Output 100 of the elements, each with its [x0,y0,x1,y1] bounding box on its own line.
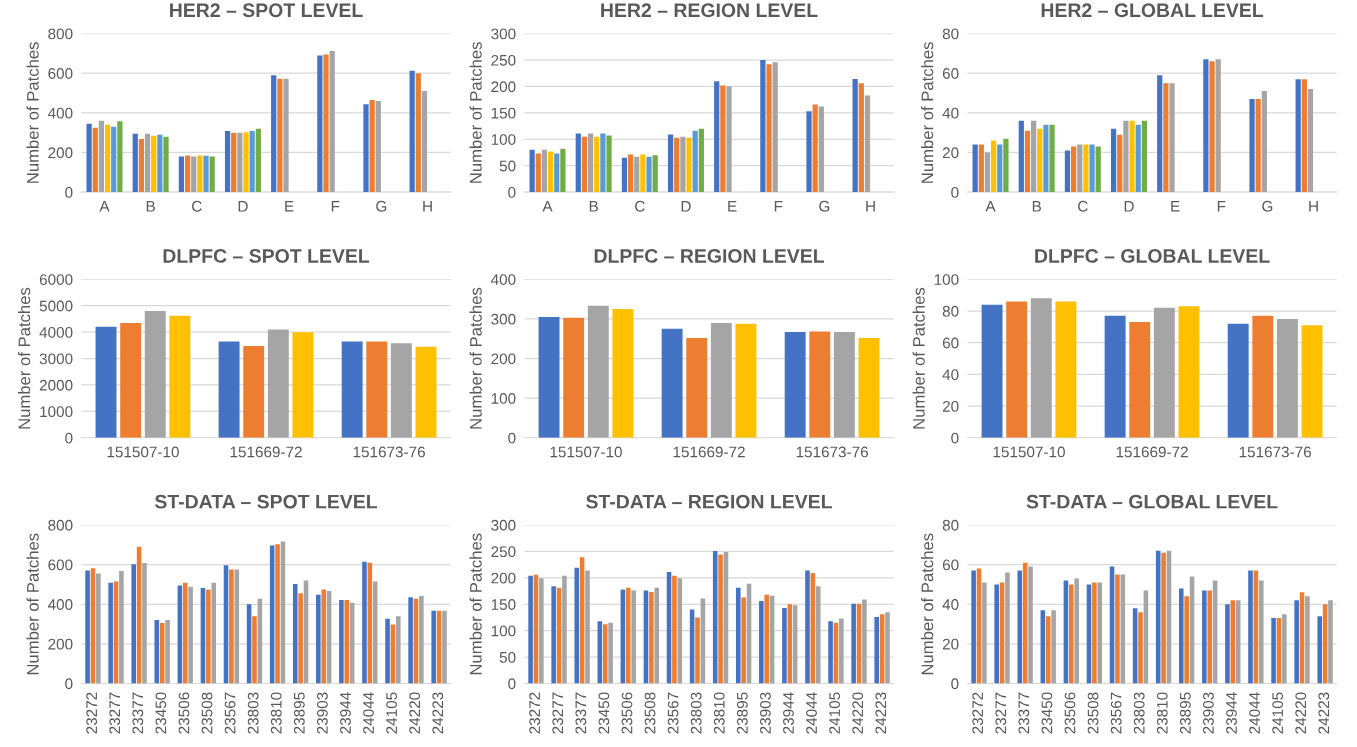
y-tick-label: 20 [942,400,959,412]
bar [1074,578,1079,684]
bar [119,570,124,684]
x-tick-label: B [589,201,598,212]
bar [560,148,566,193]
bar [994,584,999,684]
bar [369,99,375,193]
x-tick-label: 151507-10 [107,446,179,458]
bar [581,136,588,193]
bar [218,341,240,438]
bar [1252,315,1274,438]
bar [625,587,631,684]
bar [839,618,844,684]
bar [563,317,585,438]
bar [442,610,447,684]
bar [654,587,660,684]
x-tick-label: 23810 [713,692,725,734]
bar [104,124,111,193]
x-tick-label: G [819,200,830,212]
x-tick-label: 151507-10 [993,446,1065,458]
bar [375,100,381,193]
bar [686,137,692,193]
bar [1049,124,1055,193]
bar [408,597,413,684]
y-tick-label: 40 [942,369,959,381]
y-axis-title: Number of Patches [921,42,934,183]
bar [1163,83,1169,193]
chart-title: ST-DATA – SPOT LEVEL [154,494,378,509]
x-tick-label: 23944 [340,692,351,734]
bar [1178,306,1200,438]
bar [117,121,123,193]
bar [1089,144,1095,193]
bar [431,610,436,684]
bar [852,79,858,193]
bar [163,136,169,193]
y-tick-label: 600 [48,559,73,571]
y-tick-label: 250 [491,546,516,558]
bar [1037,128,1043,193]
x-tick-label: E [728,201,737,212]
bar [344,599,350,684]
y-tick-label: 300 [491,28,516,40]
bar [120,322,142,438]
bar [1129,322,1151,438]
x-tick-label: 23450 [598,692,610,734]
bar [323,54,329,193]
x-tick-label: 23903 [760,692,771,734]
bar [1202,590,1207,684]
bar [1069,584,1074,684]
y-tick-label: 40 [942,107,959,119]
x-tick-label: 23506 [621,692,633,734]
x-tick-label: 24220 [409,692,421,734]
bar [574,567,580,684]
bar [341,341,363,438]
y-axis-title: Number of Patches [26,533,39,675]
bar [95,326,117,438]
bar [188,586,193,684]
bar [366,341,388,438]
bar [1117,134,1123,193]
x-tick-label: 23895 [293,692,305,734]
bar [1276,318,1298,438]
chart-title: HER2 – GLOBAL LEVEL [1041,3,1264,18]
x-tick-label: C [192,200,202,212]
bar [1064,150,1071,193]
bar [1006,301,1028,438]
bar [211,582,216,684]
bar [812,104,818,193]
x-tick-label: H [866,201,875,212]
bar [587,133,594,193]
bar [396,616,401,684]
bar [784,332,806,438]
x-tick-label: 23903 [1203,692,1214,734]
bar [1178,588,1184,684]
bar [1095,146,1101,193]
bar [766,64,772,193]
x-tick-label: D [238,201,248,212]
x-tick-label: 23895 [1179,692,1191,734]
bar [818,106,824,193]
bar [833,332,855,438]
bar [409,70,415,193]
x-tick-label: 23944 [783,692,794,734]
x-tick-label: C [1078,200,1088,212]
bar [594,136,600,193]
y-axis-title: Number of Patches [469,42,482,183]
bar [764,594,770,684]
x-tick-label: 23272 [86,692,98,734]
bar [1307,89,1314,193]
x-tick-label: 151669-72 [673,446,745,458]
bar [528,575,533,684]
bar [562,575,567,684]
bar [86,123,92,193]
bar [972,144,978,193]
bar [1157,75,1163,193]
bar [759,601,764,684]
bar [292,332,314,438]
bar [652,155,658,193]
y-tick-label: 150 [491,107,516,119]
bar [1005,572,1010,684]
y-tick-label: 100 [491,134,516,145]
bar [224,131,231,193]
bar [1043,124,1049,193]
